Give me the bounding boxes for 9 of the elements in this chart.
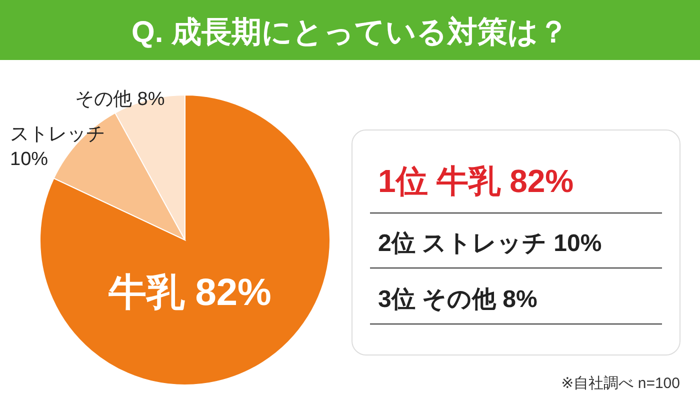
text: 1位 牛乳 82%: [378, 163, 574, 199]
data-label: 10%: [10, 149, 48, 170]
slice-label: その他 8%: [75, 89, 165, 110]
text: 3位 その他 8%: [378, 286, 538, 313]
text: ※自社調べ n=100: [561, 375, 680, 392]
text: 2位 ストレッチ 10%: [378, 230, 602, 257]
slice-label: ストレッチ: [10, 124, 105, 145]
chart-title: Q. 成長期にとっている対策は？: [131, 15, 569, 49]
slice-label: 牛乳 82%: [108, 272, 272, 314]
